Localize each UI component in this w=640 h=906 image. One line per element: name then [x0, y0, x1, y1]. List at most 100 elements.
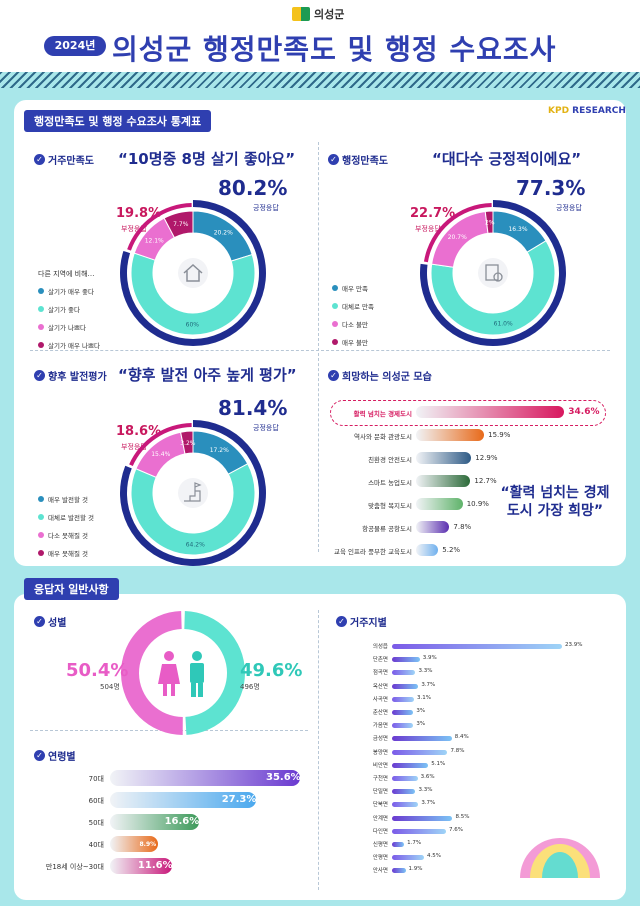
admin-donut-chart: 16.3% 61.0% 20.7% 2%: [420, 200, 566, 346]
region-category-label: 다인면: [372, 828, 388, 835]
legend-item: 매우 만족: [332, 283, 374, 293]
slice-value-label: 64.2%: [186, 541, 205, 548]
region-bar: [392, 789, 416, 795]
male-icon: [190, 651, 204, 697]
legend-item: 매우 발전할 것: [38, 494, 94, 504]
decorative-rainbow: [520, 838, 600, 878]
legend-dot: [38, 514, 44, 520]
region-value-label: 3%: [416, 708, 426, 714]
region-value-label: 3.7%: [421, 800, 436, 807]
region-bar: [392, 868, 406, 874]
future-section-title: ✓ 향후 발전평가: [34, 368, 107, 383]
region-category-label: 안사면: [372, 868, 388, 875]
legend-label: 대체로 발전할 것: [48, 514, 94, 522]
age-bar: [110, 858, 172, 874]
region-category-label: 신평면: [372, 842, 388, 848]
legend-label: 매우 불만: [342, 339, 368, 347]
legend-label: 매우 못해질 것: [48, 550, 89, 558]
hope-slogan: “활력 넘치는 경제도시 가장 희망”: [500, 485, 610, 519]
gender-ring-chart: [121, 611, 245, 735]
slice-value-label: 15.4%: [151, 451, 170, 458]
region-category-label: 단밀면: [372, 789, 388, 796]
hope-category-label: 친환경 안전도시: [368, 456, 412, 464]
age-section-label: 연령별: [48, 752, 76, 763]
hope-bar: [416, 498, 463, 510]
residence-positive-pct: 80.2%: [218, 176, 288, 200]
region-bar: [392, 815, 453, 821]
county-logo: 의성군: [292, 6, 344, 22]
legend-item: 살기가 매우 나쁘다: [38, 340, 100, 350]
gender-section-title: ✓ 성별: [34, 614, 66, 629]
legend-label: 매우 만족: [342, 285, 368, 293]
female-ring-segment: [121, 611, 183, 735]
hope-category-label: 교육 인프라 풍부한 교육도시: [334, 548, 412, 556]
age-value-label: 11.6%: [137, 860, 173, 871]
region-value-label: 4.5%: [427, 853, 441, 860]
region-category-label: 비안면: [372, 762, 388, 769]
age-section-title: ✓ 연령별: [34, 748, 76, 763]
region-value-label: 7.8%: [450, 747, 465, 754]
region-bar: [392, 776, 418, 781]
age-bar: [110, 836, 158, 852]
region-value-label: 8.5%: [455, 813, 470, 820]
legend-item: 대체로 만족: [332, 301, 374, 311]
future-legend: 매우 발전할 것 대체로 발전할 것 다소 못해질 것 매우 못해질 것: [38, 494, 94, 566]
slice-value-label: 20.7%: [448, 234, 467, 241]
legend-dot: [332, 285, 338, 291]
donut-slice: [430, 240, 556, 336]
female-count: 504명: [100, 683, 120, 691]
growth-flag-icon: [178, 478, 208, 508]
hope-value-label: 34.6%: [568, 407, 600, 417]
hope-bar: [416, 406, 565, 418]
residence-legend-title: 다른 지역에 비해…: [38, 270, 95, 278]
statistics-tag: 행정만족도 및 행정 수요조사 통계표: [24, 110, 212, 132]
hope-category-label: 활력 넘치는 경제도시: [353, 410, 412, 418]
donut-slice: [180, 430, 194, 455]
admin-quote: “대다수 긍정적이에요”: [432, 150, 582, 168]
hope-value-label: 10.9%: [466, 500, 489, 508]
legend-item: 다소 불만: [332, 319, 374, 329]
region-bar: [392, 657, 420, 663]
residence-positive-label: 긍정응답: [253, 204, 279, 212]
region-value-label: 3.9%: [422, 655, 437, 662]
age-category-label: 40대: [88, 841, 104, 849]
region-category-label: 가음면: [372, 723, 388, 730]
future-positive-pct: 81.4%: [218, 396, 288, 420]
hope-bar: [416, 429, 485, 441]
slice-value-label: 61.0%: [494, 320, 513, 327]
region-bar: [392, 710, 414, 715]
residence-section-label: 거주만족도: [48, 156, 94, 167]
region-category-label: 단촌면: [372, 657, 388, 664]
female-pct: 50.4%: [66, 660, 129, 681]
slice-value-label: 3.2%: [180, 440, 196, 447]
region-section-title: ✓ 거주지별: [336, 614, 387, 629]
brand-a: KPD: [548, 106, 570, 116]
legend-label: 살기가 좋다: [48, 306, 80, 314]
legend-dot: [38, 324, 44, 330]
hope-section-title: ✓ 희망하는 의성군 모습: [328, 368, 432, 383]
check-icon: ✓: [328, 370, 339, 381]
region-category-label: 안평면: [372, 855, 388, 862]
slice-value-label: 2%: [485, 220, 495, 227]
legend-item: 살기가 좋다: [38, 304, 100, 314]
residence-legend: 다른 지역에 비해… 살기가 매우 좋다 살기가 좋다 살기가 나쁘다 살기가 …: [38, 269, 100, 358]
future-section-label: 향후 발전평가: [48, 372, 107, 383]
region-bar: [392, 683, 419, 689]
admin-legend: 매우 만족 대체로 만족 다소 불만 매우 불만: [332, 283, 374, 355]
age-category-label: 70대: [88, 775, 104, 783]
gear-document-icon: [478, 258, 508, 288]
hope-category-label: 역사와 문화 관광도시: [354, 433, 412, 441]
region-value-label: 3.3%: [418, 668, 433, 675]
age-value-label: 35.6%: [266, 772, 301, 783]
respondents-tag: 응답자 일반사항: [24, 578, 119, 600]
legend-item: 매우 불만: [332, 337, 374, 347]
divider-horizontal: [30, 350, 610, 351]
legend-dot: [38, 550, 44, 556]
county-emblem-icon: [292, 7, 310, 21]
legend-dot: [332, 321, 338, 327]
header-stripe: [0, 72, 640, 88]
future-negative-pct: 18.6%: [116, 424, 162, 439]
hope-section-label: 희망하는 의성군 모습: [342, 372, 432, 383]
legend-item: 매우 못해질 것: [38, 548, 94, 558]
region-category-label: 점곡면: [372, 670, 388, 677]
